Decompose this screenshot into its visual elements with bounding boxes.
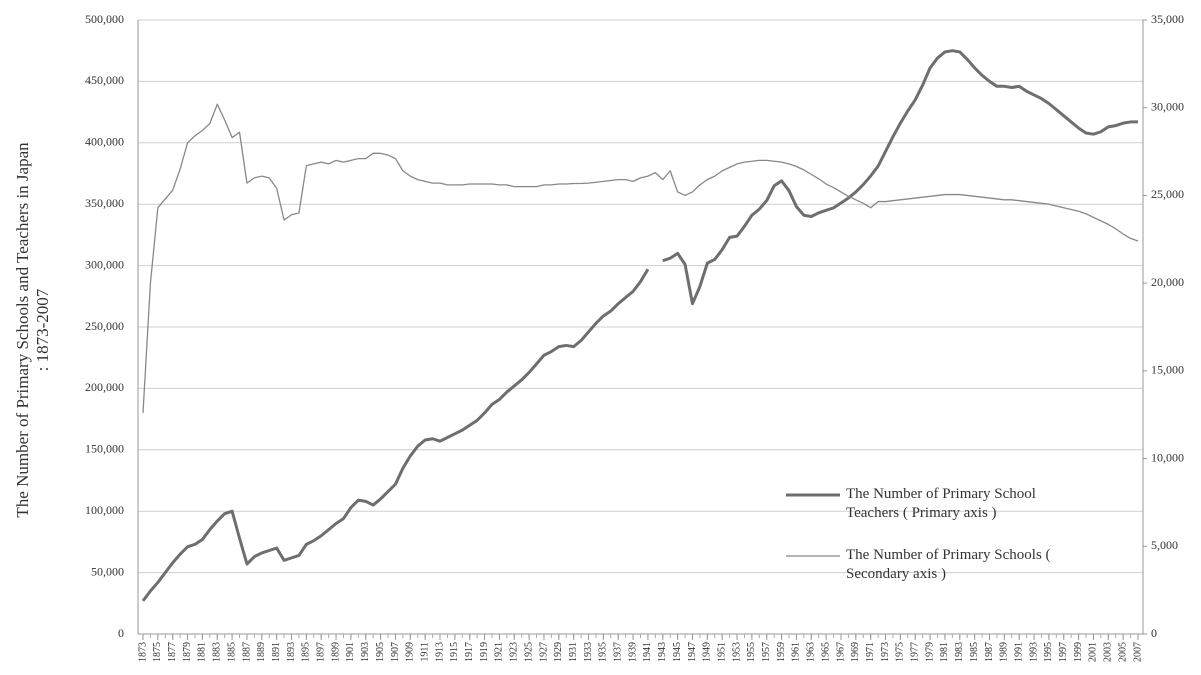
y-tick-label: 500,000 (85, 12, 124, 26)
x-tick-label: 2003 (1103, 642, 1114, 662)
x-tick-label: 1883 (212, 642, 223, 662)
x-tick-label: 1879 (182, 642, 193, 662)
y-tick-label: 200,000 (85, 380, 124, 394)
x-tick-label: 2005 (1117, 642, 1128, 662)
y-axis-label: : 1873-2007 (33, 288, 52, 371)
x-tick-label: 1983 (954, 642, 965, 662)
x-tick-label: 1915 (449, 642, 460, 662)
x-tick-label: 1961 (791, 642, 802, 662)
x-tick-label: 1989 (999, 642, 1010, 662)
y2-tick-label: 10,000 (1151, 450, 1184, 464)
x-tick-label: 1875 (152, 642, 163, 662)
x-tick-label: 1893 (286, 642, 297, 662)
x-tick-label: 1943 (657, 642, 668, 662)
x-tick-label: 1991 (1013, 642, 1024, 662)
x-tick-label: 1997 (1058, 642, 1069, 662)
y2-tick-label: 35,000 (1151, 12, 1184, 26)
x-tick-label: 1995 (1043, 642, 1054, 662)
x-tick-label: 1923 (509, 642, 520, 662)
x-tick-label: 1927 (538, 642, 549, 662)
x-tick-label: 1975 (895, 642, 906, 662)
x-tick-label: 1921 (494, 642, 505, 662)
x-tick-label: 1941 (642, 642, 653, 662)
x-tick-label: 1969 (850, 642, 861, 662)
legend-label: The Number of Primary School Teachers ( … (846, 486, 1036, 521)
x-tick-label: 1977 (910, 642, 921, 662)
x-tick-label: 1963 (806, 642, 817, 662)
x-tick-label: 1929 (553, 642, 564, 662)
y2-tick-label: 25,000 (1151, 187, 1184, 201)
x-tick-label: 1959 (776, 642, 787, 662)
y2-tick-label: 20,000 (1151, 275, 1184, 289)
x-tick-label: 1887 (241, 642, 252, 662)
x-tick-label: 1949 (702, 642, 713, 662)
x-tick-label: 1895 (301, 642, 312, 662)
x-tick-label: 1933 (583, 642, 594, 662)
y2-tick-label: 15,000 (1151, 363, 1184, 377)
x-tick-label: 1901 (345, 642, 356, 662)
y-tick-label: 450,000 (85, 73, 124, 87)
y-tick-label: 0 (118, 626, 124, 640)
x-tick-label: 1985 (969, 642, 980, 662)
y-tick-label: 350,000 (85, 196, 124, 210)
x-tick-label: 1967 (835, 642, 846, 662)
x-tick-label: 1993 (1028, 642, 1039, 662)
x-tick-label: 1909 (405, 642, 416, 662)
y-tick-label: 100,000 (85, 503, 124, 517)
legend-label: The Number of Primary Schools ( Secondar… (846, 547, 1051, 582)
x-tick-label: 1947 (687, 642, 698, 662)
x-tick-label: 1937 (613, 642, 624, 662)
y-tick-label: 50,000 (91, 564, 124, 578)
x-tick-label: 1981 (939, 642, 950, 662)
x-tick-label: 2007 (1132, 642, 1143, 662)
x-tick-label: 1945 (672, 642, 683, 662)
x-tick-label: 1917 (464, 642, 475, 662)
x-tick-label: 1973 (880, 642, 891, 662)
x-tick-label: 1911 (419, 642, 430, 662)
y-axis-label: The Number of Primary Schools and Teache… (13, 142, 32, 518)
x-tick-label: 1951 (716, 642, 727, 662)
x-tick-label: 1919 (479, 642, 490, 662)
x-tick-label: 1931 (568, 642, 579, 662)
x-tick-label: 1905 (375, 642, 386, 662)
x-tick-label: 1897 (316, 642, 327, 662)
x-tick-label: 1877 (167, 642, 178, 662)
y2-tick-label: 5,000 (1151, 538, 1178, 552)
y2-tick-label: 30,000 (1151, 99, 1184, 113)
x-tick-label: 1999 (1073, 642, 1084, 662)
x-tick-label: 1987 (984, 642, 995, 662)
x-tick-label: 1903 (360, 642, 371, 662)
x-tick-label: 1907 (390, 642, 401, 662)
x-tick-label: 1955 (746, 642, 757, 662)
x-tick-label: 1881 (197, 642, 208, 662)
x-tick-label: 1935 (598, 642, 609, 662)
line-series (141, 49, 1138, 602)
y-tick-label: 250,000 (85, 319, 124, 333)
y-tick-label: 300,000 (85, 257, 124, 271)
x-tick-label: 1957 (761, 642, 772, 662)
x-tick-label: 1891 (271, 642, 282, 662)
x-tick-label: 1899 (330, 642, 341, 662)
x-tick-label: 1885 (226, 642, 237, 662)
x-tick-label: 1971 (865, 642, 876, 662)
x-tick-label: 1873 (137, 642, 148, 662)
line-series (142, 103, 1139, 413)
x-tick-label: 1953 (731, 642, 742, 662)
x-tick-label: 1889 (256, 642, 267, 662)
x-tick-label: 1939 (627, 642, 638, 662)
y2-tick-label: 0 (1151, 626, 1157, 640)
y-tick-label: 400,000 (85, 135, 124, 149)
x-tick-label: 1965 (820, 642, 831, 662)
x-tick-label: 2001 (1088, 642, 1099, 662)
x-tick-label: 1979 (924, 642, 935, 662)
y-tick-label: 150,000 (85, 442, 124, 456)
x-tick-label: 1913 (434, 642, 445, 662)
x-tick-label: 1925 (523, 642, 534, 662)
